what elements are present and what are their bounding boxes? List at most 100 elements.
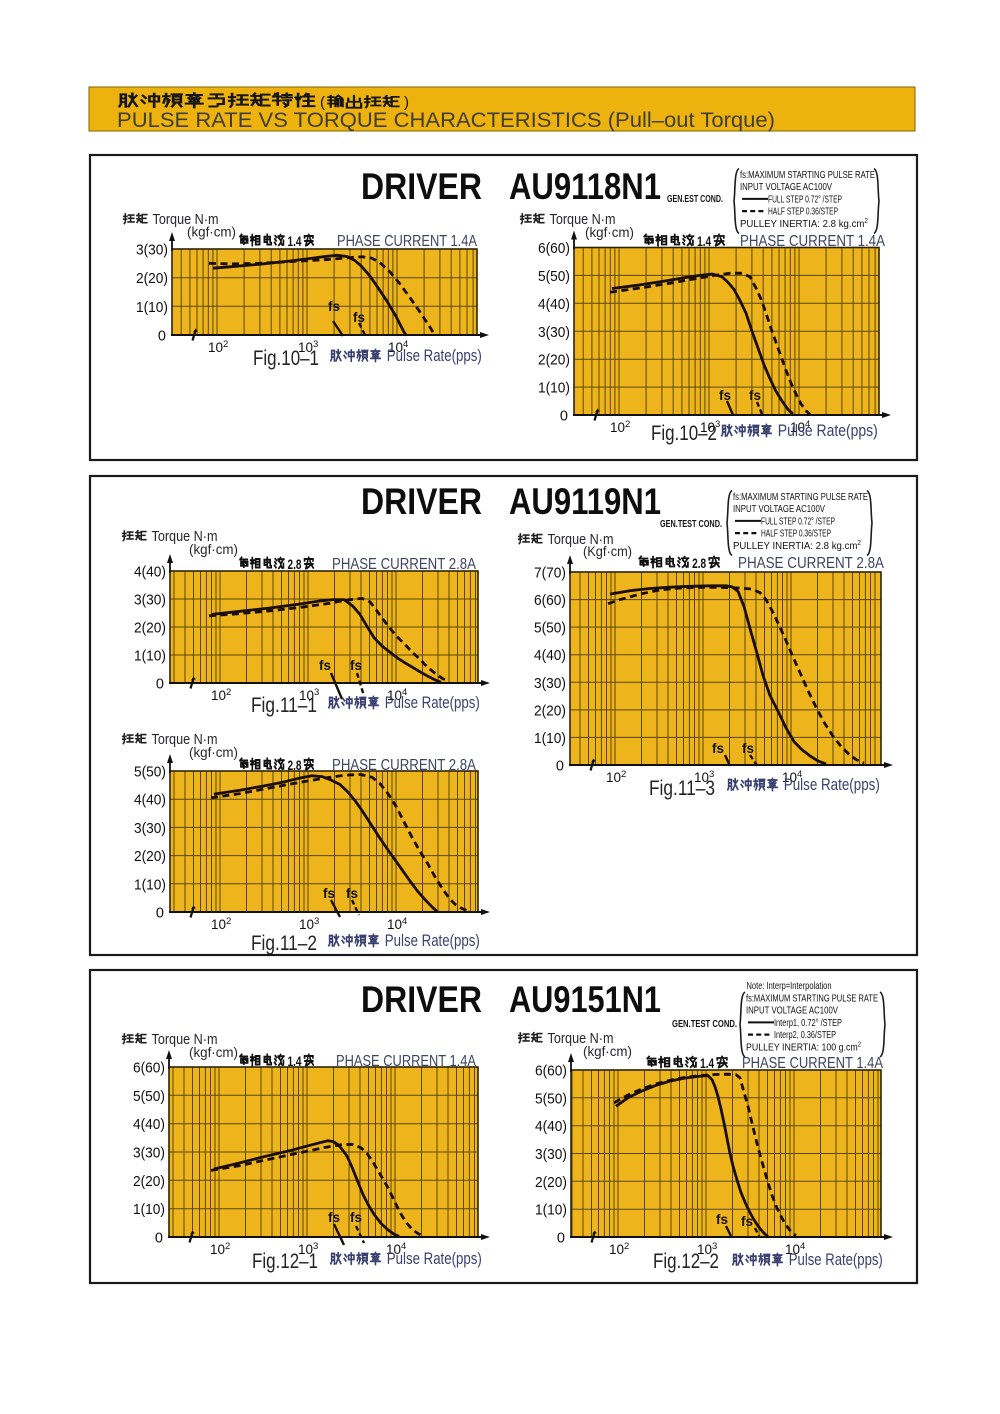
svg-text:Fig.10–1: Fig.10–1: [253, 347, 319, 370]
svg-text:4(40): 4(40): [134, 564, 166, 581]
svg-text:5(50): 5(50): [538, 268, 570, 285]
svg-text:Note: Interp=Interpolation: Note: Interp=Interpolation: [747, 980, 832, 992]
svg-text:1(10): 1(10): [134, 648, 166, 665]
svg-text:0: 0: [155, 1231, 163, 1247]
svg-text:fs:MAXIMUM STARTING PULSE RATE: fs:MAXIMUM STARTING PULSE RATE: [740, 169, 875, 181]
svg-text:2(20): 2(20): [134, 848, 166, 865]
svg-text:2.8: 2.8: [692, 556, 706, 571]
svg-text:INPUT VOLTAGE AC100V: INPUT VOLTAGE AC100V: [740, 181, 832, 193]
svg-text:0: 0: [557, 1231, 565, 1247]
svg-text:2.8: 2.8: [288, 758, 302, 773]
svg-text:6(60): 6(60): [534, 592, 566, 609]
svg-text:AU9118N1: AU9118N1: [509, 166, 661, 207]
svg-text:4(40): 4(40): [535, 1118, 567, 1135]
svg-text:5(50): 5(50): [134, 764, 166, 781]
svg-text:1(10): 1(10): [134, 876, 166, 893]
svg-text:GEN.EST COND.: GEN.EST COND.: [667, 193, 723, 205]
svg-text:Torque N·m: Torque N·m: [152, 1031, 218, 1048]
svg-text:1(10): 1(10): [538, 380, 570, 397]
svg-text:PULLEY INERTIA: 2.8 kg.cm2: PULLEY INERTIA: 2.8 kg.cm2: [740, 218, 868, 230]
svg-text:5(50): 5(50): [535, 1090, 567, 1107]
svg-text:PHASE CURRENT 2.8A: PHASE CURRENT 2.8A: [332, 757, 477, 774]
svg-text:PULLEY INERTIA: 2.8 kg.cm2: PULLEY INERTIA: 2.8 kg.cm2: [733, 540, 861, 552]
svg-text:PHASE CURRENT 1.4A: PHASE CURRENT 1.4A: [336, 1053, 477, 1070]
svg-text:0: 0: [560, 409, 568, 425]
svg-text:4(40): 4(40): [534, 647, 566, 664]
svg-text:DRIVER: DRIVER: [361, 979, 482, 1020]
svg-text:HALF STEP 0.36/STEP: HALF STEP 0.36/STEP: [768, 206, 838, 218]
svg-text:Torque N·m: Torque N·m: [152, 528, 218, 545]
svg-text:PHASE CURRENT 1.4A: PHASE CURRENT 1.4A: [740, 233, 886, 250]
svg-text:Fig.12–1: Fig.12–1: [252, 1250, 318, 1273]
svg-text:2(20): 2(20): [538, 352, 570, 369]
svg-text:GEN.TEST COND.: GEN.TEST COND.: [672, 1018, 737, 1030]
svg-text:2(20): 2(20): [134, 620, 166, 637]
svg-text:PHASE CURRENT 1.4A: PHASE CURRENT 1.4A: [742, 1055, 884, 1072]
svg-text:Pulse Rate(pps): Pulse Rate(pps): [387, 347, 482, 365]
svg-text:2(20): 2(20): [535, 1174, 567, 1191]
svg-text:Torque N·m: Torque N·m: [548, 1030, 614, 1047]
svg-text:fs: fs: [350, 658, 362, 673]
svg-text:2.8: 2.8: [288, 557, 302, 572]
svg-text:2(20): 2(20): [136, 270, 168, 287]
svg-text:PHASE CURRENT 2.8A: PHASE CURRENT 2.8A: [738, 555, 885, 572]
svg-text:7(70): 7(70): [534, 565, 566, 582]
svg-text:Fig.11–3: Fig.11–3: [649, 777, 715, 800]
svg-text:fs: fs: [712, 741, 724, 756]
svg-text:Interp1, 0.72° /STEP: Interp1, 0.72° /STEP: [774, 1017, 842, 1029]
svg-text:Fig.11–2: Fig.11–2: [251, 932, 317, 955]
svg-text:1.4: 1.4: [697, 234, 711, 249]
svg-text:(kgf·cm): (kgf·cm): [187, 225, 236, 240]
svg-text:DRIVER: DRIVER: [361, 481, 482, 522]
svg-text:6(60): 6(60): [535, 1063, 567, 1080]
svg-text:3(30): 3(30): [133, 1145, 165, 1162]
svg-text:HALF STEP 0.36/STEP: HALF STEP 0.36/STEP: [761, 528, 831, 540]
svg-text:Torque N·m: Torque N·m: [548, 531, 614, 548]
svg-text:(kgf·cm): (kgf·cm): [189, 542, 238, 557]
svg-text:INPUT VOLTAGE AC100V: INPUT VOLTAGE AC100V: [733, 503, 825, 515]
svg-text:1(10): 1(10): [534, 730, 566, 747]
svg-text:3(30): 3(30): [538, 324, 570, 341]
svg-text:1.4: 1.4: [288, 234, 302, 249]
svg-text:Pulse Rate(pps): Pulse Rate(pps): [789, 1251, 883, 1269]
svg-text:1.4: 1.4: [700, 1056, 714, 1071]
svg-text:5(50): 5(50): [133, 1088, 165, 1105]
svg-text:Fig.11–1: Fig.11–1: [251, 694, 317, 717]
svg-text:3(30): 3(30): [134, 820, 166, 837]
svg-text:Pulse Rate(pps): Pulse Rate(pps): [385, 932, 480, 950]
svg-text:0: 0: [156, 677, 164, 693]
svg-text:fs: fs: [319, 658, 331, 673]
svg-text:fs: fs: [350, 1210, 362, 1225]
svg-text:Pulse Rate(pps): Pulse Rate(pps): [784, 776, 880, 794]
svg-text:Interp2, 0.36/STEP: Interp2, 0.36/STEP: [774, 1029, 836, 1041]
svg-text:5(50): 5(50): [534, 620, 566, 637]
svg-text:1(10): 1(10): [136, 299, 168, 316]
svg-text:PULLEY INERTIA: 100 g.cm2: PULLEY INERTIA: 100 g.cm2: [746, 1041, 861, 1053]
svg-text:4(40): 4(40): [133, 1116, 165, 1133]
svg-text:fs: fs: [346, 886, 358, 901]
svg-text:PHASE CURRENT 2.8A: PHASE CURRENT 2.8A: [332, 556, 477, 573]
svg-text:Fig.10–2: Fig.10–2: [651, 422, 717, 445]
svg-text:fs:MAXIMUM STARTING PULSE RATE: fs:MAXIMUM STARTING PULSE RATE: [733, 491, 868, 503]
svg-text:Torque N·m: Torque N·m: [153, 211, 219, 228]
svg-text:1(10): 1(10): [535, 1202, 567, 1219]
svg-text:DRIVER: DRIVER: [361, 166, 482, 207]
svg-text:(Kgf·cm): (Kgf·cm): [583, 544, 632, 559]
svg-text:fs:MAXIMUM STARTING PULSE RATE: fs:MAXIMUM STARTING PULSE RATE: [746, 993, 878, 1005]
svg-text:PHASE CURRENT 1.4A: PHASE CURRENT 1.4A: [337, 233, 478, 250]
svg-text:fs: fs: [749, 388, 761, 403]
svg-text:Torque N·m: Torque N·m: [152, 731, 218, 748]
svg-text:(kgf·cm): (kgf·cm): [189, 1045, 238, 1060]
svg-text:6(60): 6(60): [538, 240, 570, 257]
svg-text:FULL STEP 0.72° /STEP: FULL STEP 0.72° /STEP: [768, 193, 842, 205]
svg-text:4(40): 4(40): [134, 792, 166, 809]
svg-text:Pulse Rate(pps): Pulse Rate(pps): [387, 1250, 482, 1268]
svg-text:fs: fs: [742, 741, 754, 756]
svg-text:1(10): 1(10): [133, 1201, 165, 1218]
svg-text:PULSE RATE VS TORQUE CHARACTER: PULSE RATE VS TORQUE CHARACTERISTICS (Pu…: [117, 109, 775, 132]
svg-text:6(60): 6(60): [133, 1060, 165, 1077]
svg-text:INPUT VOLTAGE AC100V: INPUT VOLTAGE AC100V: [746, 1005, 838, 1017]
svg-text:(kgf·cm): (kgf·cm): [583, 1044, 632, 1059]
svg-text:1.4: 1.4: [288, 1054, 302, 1069]
svg-text:fs: fs: [716, 1212, 728, 1227]
